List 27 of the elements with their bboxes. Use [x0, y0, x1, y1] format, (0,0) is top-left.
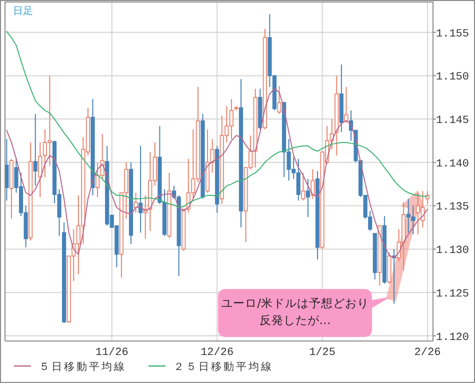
legend-label: ２５日移動平均線 — [174, 361, 274, 373]
y-tick-label: 1.130 — [436, 245, 470, 258]
annotation: 日足 — [13, 6, 33, 17]
candlestick — [306, 178, 310, 218]
y-tick-label: 1.150 — [436, 72, 470, 84]
x-tick-label: 11/26 — [95, 347, 128, 359]
annotation: 反発したが… — [259, 313, 331, 327]
candlestick — [344, 86, 348, 124]
y-tick-label: 1.140 — [436, 158, 470, 170]
line-series — [6, 88, 428, 258]
y-tick-label: 1.145 — [436, 115, 470, 128]
x-tick-label: 1/25 — [309, 347, 336, 359]
candlestick — [33, 113, 38, 186]
y-tick-label: 1.125 — [436, 288, 470, 300]
x-tick-label: 12/26 — [200, 347, 234, 359]
candlestick — [277, 86, 282, 114]
y-tick-label: 1.135 — [436, 202, 470, 214]
y-tick-label: 1.155 — [436, 28, 470, 40]
legend-label: ５日移動平均線 — [39, 361, 126, 373]
annotation: ユーロ/米ドルは予想どおり — [221, 296, 369, 310]
candlestick — [301, 172, 306, 202]
candlestick — [134, 192, 138, 214]
candlestick — [310, 168, 315, 200]
candlestick — [425, 190, 430, 205]
candlestick — [38, 142, 42, 198]
y-tick-label: 1.120 — [436, 332, 470, 344]
x-tick-label: 2/26 — [414, 347, 441, 359]
